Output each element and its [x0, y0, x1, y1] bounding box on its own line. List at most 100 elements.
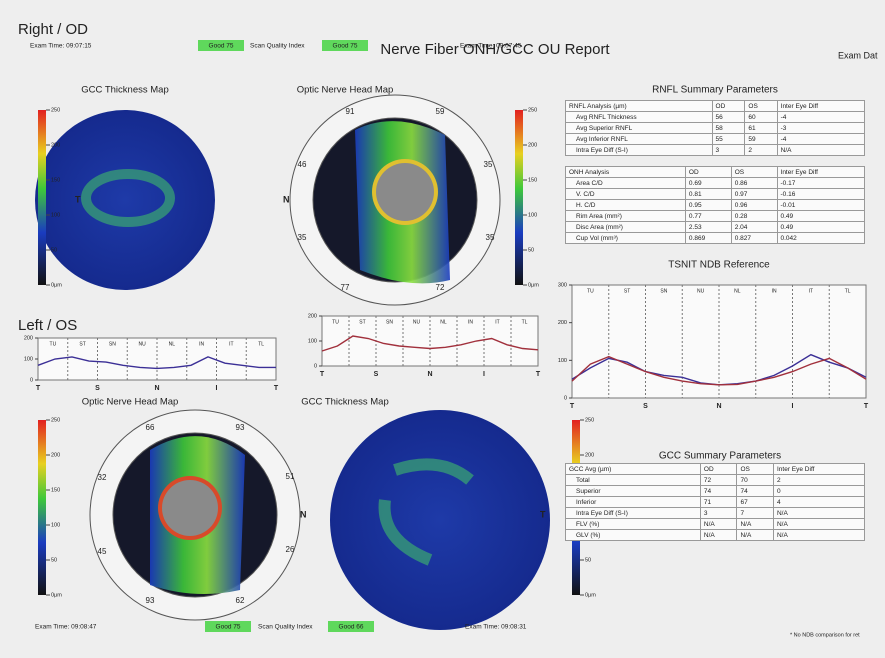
table-cell: -0.16 [777, 189, 864, 200]
table-cell: OD [712, 101, 745, 112]
table-cell: Avg Superior RNFL [566, 123, 713, 134]
table-cell: Superior [566, 486, 701, 497]
quality-value: Good 75 [209, 43, 234, 50]
table-row: Intra Eye Diff (S-I)37N/A [566, 508, 865, 519]
table-cell: GLV (%) [566, 530, 701, 541]
table-cell: N/A [773, 530, 864, 541]
colorbar-label: 0µm [51, 282, 62, 288]
map-title: Optic Nerve Head Map [297, 85, 394, 96]
table-cell: 0.28 [731, 211, 777, 222]
table-cell: 58 [712, 123, 745, 134]
table-cell: 59 [745, 134, 777, 145]
map-title: Optic Nerve Head Map [82, 397, 179, 408]
table-cell: 67 [737, 497, 774, 508]
colorbar-label: 150 [51, 487, 60, 493]
table-cell: Avg RNFL Thickness [566, 112, 713, 123]
table-cell: 2 [773, 475, 864, 486]
direction-label: N [283, 194, 290, 204]
table-row: Avg Superior RNFL5861-3 [566, 123, 865, 134]
colorbar-label: 200 [528, 142, 537, 148]
colorbar [38, 110, 46, 285]
sector-value: 51 [286, 472, 295, 481]
table-cell: Disc Area (mm²) [566, 222, 686, 233]
colorbar [38, 420, 46, 595]
table-cell: OS [731, 167, 777, 178]
gcc-map [35, 110, 215, 290]
y-tick-label: 200 [308, 313, 317, 319]
x-tick-label: T [864, 403, 869, 410]
sector-label: ST [359, 319, 365, 325]
table-cell: N/A [700, 519, 737, 530]
table-cell: 0.042 [777, 233, 864, 244]
sector-label: NL [169, 341, 176, 347]
sector-value: 66 [146, 423, 155, 432]
table-cell: 74 [737, 486, 774, 497]
sector-value: 91 [346, 107, 355, 116]
sector-value: 46 [298, 160, 307, 169]
od-label: Right / OD [18, 21, 88, 38]
table-cell: N/A [777, 145, 864, 156]
table-cell: Inter Eye Diff [777, 101, 864, 112]
y-tick-label: 100 [308, 338, 317, 344]
table-cell: 0.95 [685, 200, 731, 211]
colorbar-label: 200 [585, 452, 594, 458]
sector-value: 35 [298, 233, 307, 242]
sector-label: SN [386, 319, 393, 325]
colorbar-label: 0µm [51, 592, 62, 598]
table-cell: 7 [737, 508, 774, 519]
table-cell: -4 [777, 134, 864, 145]
x-tick-label: T [536, 371, 541, 378]
y-tick-label: 100 [24, 356, 33, 362]
sector-label: IN [468, 319, 473, 325]
x-tick-label: I [792, 403, 794, 410]
os-label: Left / OS [18, 317, 77, 334]
y-tick-label: 200 [24, 335, 33, 341]
table-cell: -4 [777, 112, 864, 123]
table-cell: N/A [773, 508, 864, 519]
page: Nerve Fiber ONH/GCC OU Report {"header":… [0, 0, 885, 658]
sector-value: 93 [146, 596, 155, 605]
sector-value: 32 [98, 473, 107, 482]
colorbar-label: 100 [51, 212, 60, 218]
table-cell: 60 [745, 112, 777, 123]
table-cell: 0.86 [731, 178, 777, 189]
exam-time: Exam Time: 09:08:47 [35, 624, 97, 631]
table-cell: Rim Area (mm²) [566, 211, 686, 222]
chart-title: TSNIT NDB Reference [668, 260, 770, 271]
table-cell: 0.869 [685, 233, 731, 244]
x-tick-label: S [643, 403, 648, 410]
y-tick-label: 0 [30, 377, 33, 383]
exam-time: Exam Time: 09:07:45 [460, 43, 522, 50]
table-cell: Inter Eye Diff [777, 167, 864, 178]
sector-label: NU [139, 341, 147, 347]
table-title: GCC Summary Parameters [659, 451, 781, 462]
cup [376, 163, 434, 221]
table-cell: 56 [712, 112, 745, 123]
table-cell: GCC Avg (µm) [566, 464, 701, 475]
table-cell: 2.04 [731, 222, 777, 233]
table-cell: 2.53 [685, 222, 731, 233]
sector-value: 93 [236, 423, 245, 432]
table-cell: -0.17 [777, 178, 864, 189]
sector-value: 35 [484, 160, 493, 169]
sector-label: NL [734, 288, 741, 294]
colorbar-label: 250 [528, 107, 537, 113]
table-cell: 2 [745, 145, 777, 156]
x-tick-label: T [570, 403, 575, 410]
y-tick-label: 300 [558, 282, 567, 288]
colorbar [515, 110, 523, 285]
sector-label: IT [229, 341, 233, 347]
table-cell: 4 [773, 497, 864, 508]
table-cell: 0.81 [685, 189, 731, 200]
table-cell: 0.97 [731, 189, 777, 200]
